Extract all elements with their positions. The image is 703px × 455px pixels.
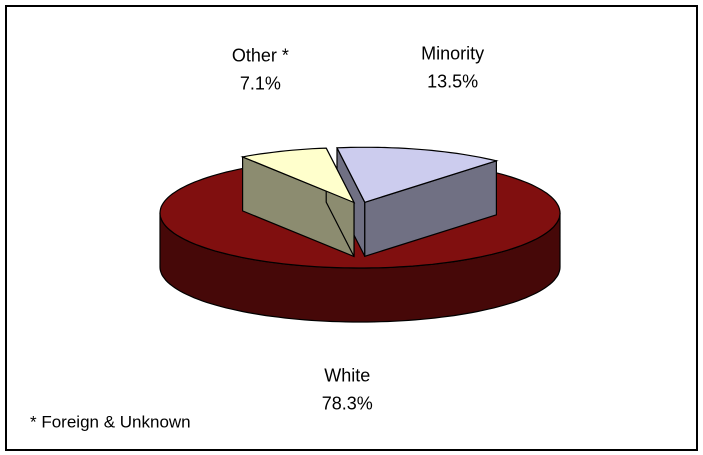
value-label: 78.3%: [322, 394, 373, 414]
slice-label: Minority: [421, 43, 484, 63]
slice: [240, 147, 356, 204]
value-label: 13.5%: [427, 71, 478, 91]
value-label: 7.1%: [240, 74, 281, 94]
slice-label: White: [324, 366, 370, 386]
slice: [240, 147, 356, 258]
footnote: * Foreign & Unknown: [30, 412, 191, 431]
slice: [336, 146, 499, 204]
slice-label: Other *: [232, 46, 289, 66]
